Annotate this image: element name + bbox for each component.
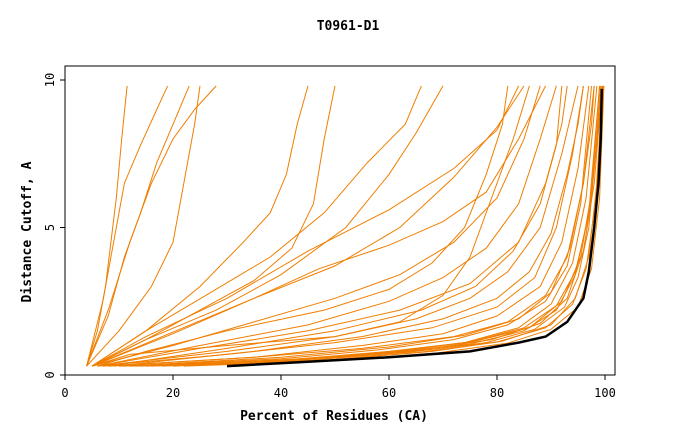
series-line-m15 xyxy=(97,85,557,367)
series-line-m16 xyxy=(97,85,579,367)
y-axis-label: Distance Cutoff, A xyxy=(20,161,35,302)
series-line-m10 xyxy=(91,85,520,367)
series-line-m24 xyxy=(145,85,602,367)
reference-line xyxy=(226,88,604,368)
series-line-m31 xyxy=(97,85,509,367)
y-axis: 0 5 10 xyxy=(43,73,65,379)
series-line-m7 xyxy=(91,85,336,367)
series-line-m17 xyxy=(97,85,584,367)
series-layer xyxy=(86,85,605,368)
series-line-m1 xyxy=(86,85,128,367)
series-line-m11 xyxy=(91,85,525,367)
series-line-m34 xyxy=(135,85,602,367)
series-line-m2 xyxy=(86,85,169,367)
x-tick-label: 40 xyxy=(274,386,288,400)
chart-title: T0961-D1 xyxy=(317,19,380,34)
y-tick-label: 10 xyxy=(43,73,57,87)
series-line-m29 xyxy=(113,85,584,367)
series-line-m32 xyxy=(91,85,530,367)
series-line-m25 xyxy=(151,85,603,367)
series-line-m9 xyxy=(91,85,444,367)
plot-frame xyxy=(64,65,616,376)
x-axis-label: Percent of Residues (CA) xyxy=(240,409,428,424)
x-tick-label: 80 xyxy=(490,386,504,400)
series-line-m5 xyxy=(86,85,201,367)
y-tick-label: 0 xyxy=(43,371,57,378)
x-axis: 0 20 40 60 80 100 xyxy=(61,375,616,400)
series-line-m27 xyxy=(172,85,604,367)
series-line-m6 xyxy=(91,85,309,367)
series-line-m8 xyxy=(91,85,422,367)
x-tick-label: 100 xyxy=(594,386,616,400)
series-line-m12 xyxy=(91,85,547,367)
series-line-m4 xyxy=(86,85,217,367)
y-tick-label: 5 xyxy=(43,224,57,231)
series-line-m21 xyxy=(118,85,592,367)
x-tick-label: 60 xyxy=(382,386,396,400)
x-tick-label: 0 xyxy=(61,386,68,400)
x-tick-label: 20 xyxy=(166,386,180,400)
series-line-m18 xyxy=(102,85,590,367)
series-line-m23 xyxy=(140,85,601,367)
series-line-m33 xyxy=(124,85,595,367)
